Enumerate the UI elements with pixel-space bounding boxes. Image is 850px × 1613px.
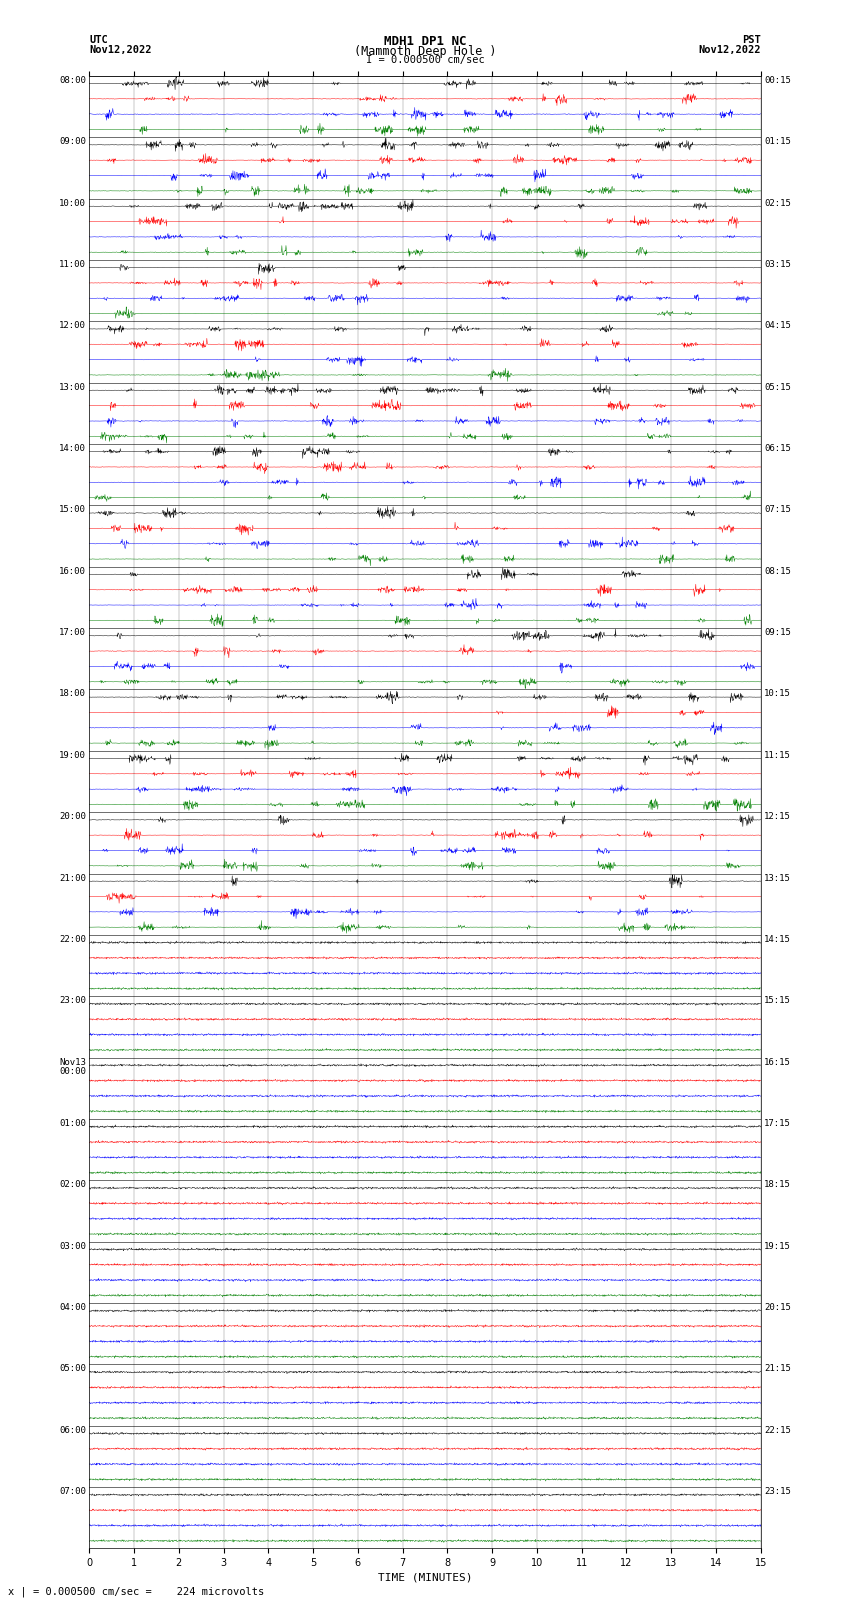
Text: x | = 0.000500 cm/sec =    224 microvolts: x | = 0.000500 cm/sec = 224 microvolts: [8, 1586, 264, 1597]
Text: PST: PST: [742, 35, 761, 45]
Text: 04:00: 04:00: [59, 1303, 86, 1311]
Text: 02:15: 02:15: [764, 198, 791, 208]
Text: MDH1 DP1 NC: MDH1 DP1 NC: [383, 35, 467, 48]
Text: 06:00: 06:00: [59, 1426, 86, 1434]
Text: 05:15: 05:15: [764, 382, 791, 392]
Text: 10:15: 10:15: [764, 689, 791, 698]
Text: 21:15: 21:15: [764, 1365, 791, 1373]
Text: 00:15: 00:15: [764, 76, 791, 85]
Text: 10:00: 10:00: [59, 198, 86, 208]
Text: 07:15: 07:15: [764, 505, 791, 515]
Text: 15:00: 15:00: [59, 505, 86, 515]
Text: 02:00: 02:00: [59, 1181, 86, 1189]
Text: 04:15: 04:15: [764, 321, 791, 331]
Text: 06:15: 06:15: [764, 444, 791, 453]
Text: 17:15: 17:15: [764, 1119, 791, 1127]
Text: 09:00: 09:00: [59, 137, 86, 147]
Text: 12:15: 12:15: [764, 813, 791, 821]
Text: I = 0.000500 cm/sec: I = 0.000500 cm/sec: [366, 55, 484, 65]
Text: 13:15: 13:15: [764, 874, 791, 882]
Text: 01:15: 01:15: [764, 137, 791, 147]
Text: 22:15: 22:15: [764, 1426, 791, 1434]
Text: 05:00: 05:00: [59, 1365, 86, 1373]
Text: Nov12,2022: Nov12,2022: [698, 45, 761, 55]
Text: 08:00: 08:00: [59, 76, 86, 85]
Text: 18:15: 18:15: [764, 1181, 791, 1189]
Text: 16:00: 16:00: [59, 566, 86, 576]
Text: 21:00: 21:00: [59, 874, 86, 882]
Text: 13:00: 13:00: [59, 382, 86, 392]
Text: 18:00: 18:00: [59, 689, 86, 698]
X-axis label: TIME (MINUTES): TIME (MINUTES): [377, 1573, 473, 1582]
Text: 03:15: 03:15: [764, 260, 791, 269]
Text: 19:15: 19:15: [764, 1242, 791, 1250]
Text: 11:00: 11:00: [59, 260, 86, 269]
Text: 20:15: 20:15: [764, 1303, 791, 1311]
Text: 15:15: 15:15: [764, 997, 791, 1005]
Text: 07:00: 07:00: [59, 1487, 86, 1497]
Text: 16:15: 16:15: [764, 1058, 791, 1066]
Text: 22:00: 22:00: [59, 936, 86, 944]
Text: Nov13
00:00: Nov13 00:00: [59, 1058, 86, 1076]
Text: 17:00: 17:00: [59, 627, 86, 637]
Text: 03:00: 03:00: [59, 1242, 86, 1250]
Text: 20:00: 20:00: [59, 813, 86, 821]
Text: 19:00: 19:00: [59, 750, 86, 760]
Text: 01:00: 01:00: [59, 1119, 86, 1127]
Text: (Mammoth Deep Hole ): (Mammoth Deep Hole ): [354, 45, 496, 58]
Text: 23:00: 23:00: [59, 997, 86, 1005]
Text: 08:15: 08:15: [764, 566, 791, 576]
Text: Nov12,2022: Nov12,2022: [89, 45, 152, 55]
Text: 09:15: 09:15: [764, 627, 791, 637]
Text: 14:15: 14:15: [764, 936, 791, 944]
Text: 12:00: 12:00: [59, 321, 86, 331]
Text: UTC: UTC: [89, 35, 108, 45]
Text: 14:00: 14:00: [59, 444, 86, 453]
Text: 23:15: 23:15: [764, 1487, 791, 1497]
Text: 11:15: 11:15: [764, 750, 791, 760]
